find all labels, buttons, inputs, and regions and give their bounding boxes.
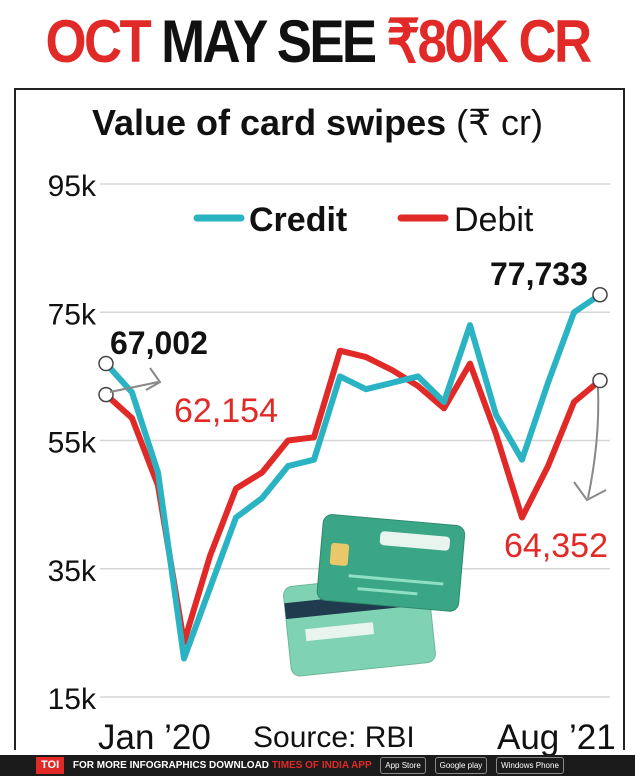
endpoint-markers [98,286,608,403]
google-play-badge[interactable]: Google play [434,756,488,774]
endpoint-marker-debit [592,372,608,389]
windows-phone-badge[interactable]: Windows Phone [496,756,564,774]
series-line-debit [103,347,603,646]
chart-title-unit: (₹ cr) [456,102,544,143]
legend-credit-label: Credit [249,201,347,239]
app-store-badge[interactable]: App Store [380,756,426,774]
arrow-start [109,381,159,393]
x-start-label: Jan ’20 [98,718,211,757]
x-end-label: Aug ’21 [497,718,616,757]
y-axis-ticks: 15k 35k 55k 75k 95k [48,170,97,716]
footer-app-name: TIMES OF INDIA APP [271,760,372,771]
y-tick-label: 75k [48,298,97,331]
headline-part3: ₹80K CR [386,8,593,75]
endpoint-marker-credit [98,355,114,372]
endpoint-marker-credit [592,286,608,303]
y-tick-label: 35k [48,555,97,588]
footer-bar: TOI FOR MORE INFOGRAPHICS DOWNLOAD TIMES… [0,755,635,776]
y-tick-label: 55k [48,427,97,460]
chart-title: Value of card swipes (₹ cr) [0,102,635,144]
toi-logo: TOI [36,756,65,774]
arrow-start-head [145,367,162,391]
legend-debit-label: Debit [454,201,534,239]
endpoint-marker-debit [98,386,114,403]
annotation-debit-end: 64,352 [504,527,608,565]
arrow-end-head [573,481,607,502]
annotation-credit-start: 67,002 [110,325,208,361]
footer-text: FOR MORE INFOGRAPHICS DOWNLOAD [72,760,270,771]
arrow-end [587,387,600,499]
y-tick-label: 15k [48,683,97,716]
series-line-credit [103,291,603,662]
chart-title-main: Value of card swipes [91,102,447,143]
headline-part2: MAY SEE [161,8,377,75]
annotation-credit-end: 77,733 [490,256,588,292]
credit-card-illustration [283,514,466,677]
series-layer [103,291,603,662]
headline: OCT MAY SEE ₹80K CR [38,0,597,84]
source-label: Source: RBI [253,721,415,754]
annotation-debit-start: 62,154 [174,392,278,430]
chart-frame [14,88,625,750]
legend: Credit Debit [193,201,534,239]
y-tick-label: 95k [48,170,97,203]
headline-part1: OCT [45,8,152,75]
